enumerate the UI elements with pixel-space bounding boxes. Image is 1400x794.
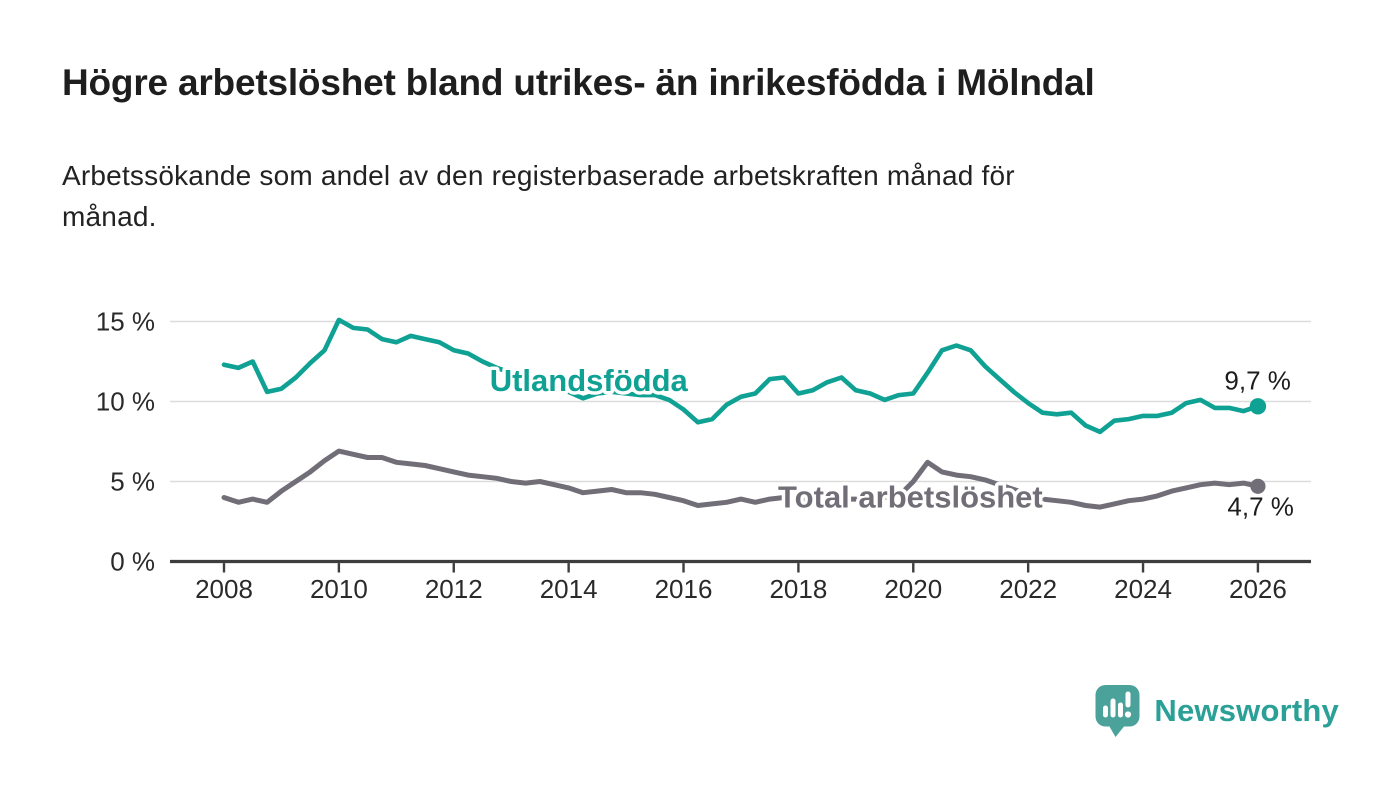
y-tick-label: 0 % (110, 547, 155, 577)
series-line-0 (221, 317, 1261, 435)
x-tick-label: 2010 (310, 574, 368, 604)
newsworthy-wordmark: Newsworthy (1154, 692, 1339, 728)
x-tick-label: 2020 (884, 574, 942, 604)
x-tick-label: 2016 (655, 574, 713, 604)
series-line-1 (221, 448, 1261, 510)
series-end-dot-1 (1250, 478, 1266, 494)
series-end-dot-0 (1249, 398, 1267, 415)
x-tick-label: 2012 (425, 574, 483, 604)
x-tick-label: 2014 (540, 574, 598, 604)
y-tick-label: 10 % (96, 387, 155, 417)
subtitle-line-2: månad. (62, 201, 157, 232)
x-tick-label: 2008 (195, 574, 253, 604)
page-title: Högre arbetslöshet bland utrikes- än inr… (62, 62, 1095, 103)
chart-subtitle: Arbetssökande som andel av den registerb… (62, 155, 1015, 237)
y-tick-label: 5 % (110, 467, 155, 497)
subtitle-line-1: Arbetssökande som andel av den registerb… (62, 160, 1015, 191)
newsworthy-logo: Newsworthy (1094, 684, 1339, 737)
newsworthy-logo-icon (1095, 685, 1140, 737)
series-label-1: Total arbetslöshet (778, 480, 1043, 515)
x-tick-label: 2022 (999, 574, 1057, 604)
series-label-0: Utlandsfödda (490, 363, 689, 398)
x-tick-label: 2024 (1114, 574, 1172, 604)
x-tick-label: 2018 (769, 574, 827, 604)
series-end-label-0: 9,7 % (1224, 365, 1291, 395)
y-tick-label: 15 % (96, 307, 155, 337)
series-end-label-1: 4,7 % (1227, 491, 1294, 521)
x-tick-label: 2026 (1229, 574, 1287, 604)
